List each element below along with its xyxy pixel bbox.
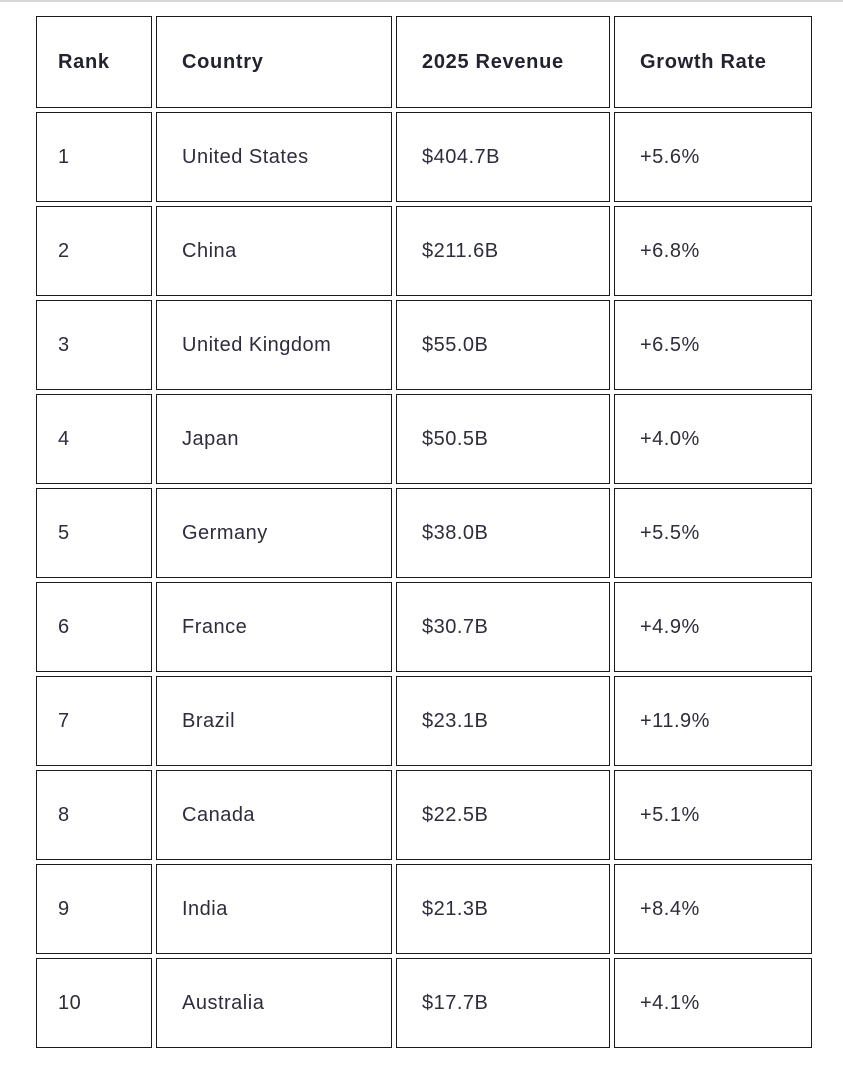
table-row: 2 China $211.6B +6.8% [36,206,812,296]
cell-rank: 2 [36,206,152,296]
cell-rank: 5 [36,488,152,578]
cell-growth: +5.5% [614,488,812,578]
cell-revenue: $55.0B [396,300,610,390]
cell-country: Canada [156,770,392,860]
header-rank: Rank [36,16,152,108]
cell-country: India [156,864,392,954]
cell-rank: 10 [36,958,152,1048]
cell-rank: 9 [36,864,152,954]
cell-growth: +6.8% [614,206,812,296]
cell-rank: 6 [36,582,152,672]
cell-revenue: $22.5B [396,770,610,860]
table-row: 3 United Kingdom $55.0B +6.5% [36,300,812,390]
cell-country: United Kingdom [156,300,392,390]
table-row: 7 Brazil $23.1B +11.9% [36,676,812,766]
cell-growth: +4.0% [614,394,812,484]
cell-growth: +11.9% [614,676,812,766]
cell-revenue: $17.7B [396,958,610,1048]
table-body: 1 United States $404.7B +5.6% 2 China $211.6B +… [36,112,812,1048]
header-row: Rank Country 2025 Revenue Growth Rate [36,16,812,108]
cell-revenue: $21.3B [396,864,610,954]
cell-rank: 7 [36,676,152,766]
table-row: 4 Japan $50.5B +4.0% [36,394,812,484]
cell-revenue: $30.7B [396,582,610,672]
cell-rank: 1 [36,112,152,202]
header-country: Country [156,16,392,108]
header-revenue: 2025 Revenue [396,16,610,108]
cell-rank: 3 [36,300,152,390]
cell-rank: 8 [36,770,152,860]
cell-growth: +8.4% [614,864,812,954]
cell-rank: 4 [36,394,152,484]
header-growth: Growth Rate [614,16,812,108]
cell-growth: +5.1% [614,770,812,860]
table-row: 10 Australia $17.7B +4.1% [36,958,812,1048]
cell-growth: +6.5% [614,300,812,390]
table-row: 5 Germany $38.0B +5.5% [36,488,812,578]
cell-revenue: $23.1B [396,676,610,766]
cell-growth: +4.9% [614,582,812,672]
table-row: 6 France $30.7B +4.9% [36,582,812,672]
cell-country: Brazil [156,676,392,766]
cell-growth: +4.1% [614,958,812,1048]
top-divider [0,0,843,2]
cell-revenue: $404.7B [396,112,610,202]
table-row: 8 Canada $22.5B +5.1% [36,770,812,860]
cell-revenue: $211.6B [396,206,610,296]
cell-country: United States [156,112,392,202]
cell-country: Australia [156,958,392,1048]
cell-revenue: $50.5B [396,394,610,484]
cell-country: China [156,206,392,296]
cell-country: France [156,582,392,672]
table-row: 9 India $21.3B +8.4% [36,864,812,954]
cell-revenue: $38.0B [396,488,610,578]
cell-country: Germany [156,488,392,578]
table-header: Rank Country 2025 Revenue Growth Rate [36,16,812,108]
table-row: 1 United States $404.7B +5.6% [36,112,812,202]
cell-country: Japan [156,394,392,484]
cell-growth: +5.6% [614,112,812,202]
